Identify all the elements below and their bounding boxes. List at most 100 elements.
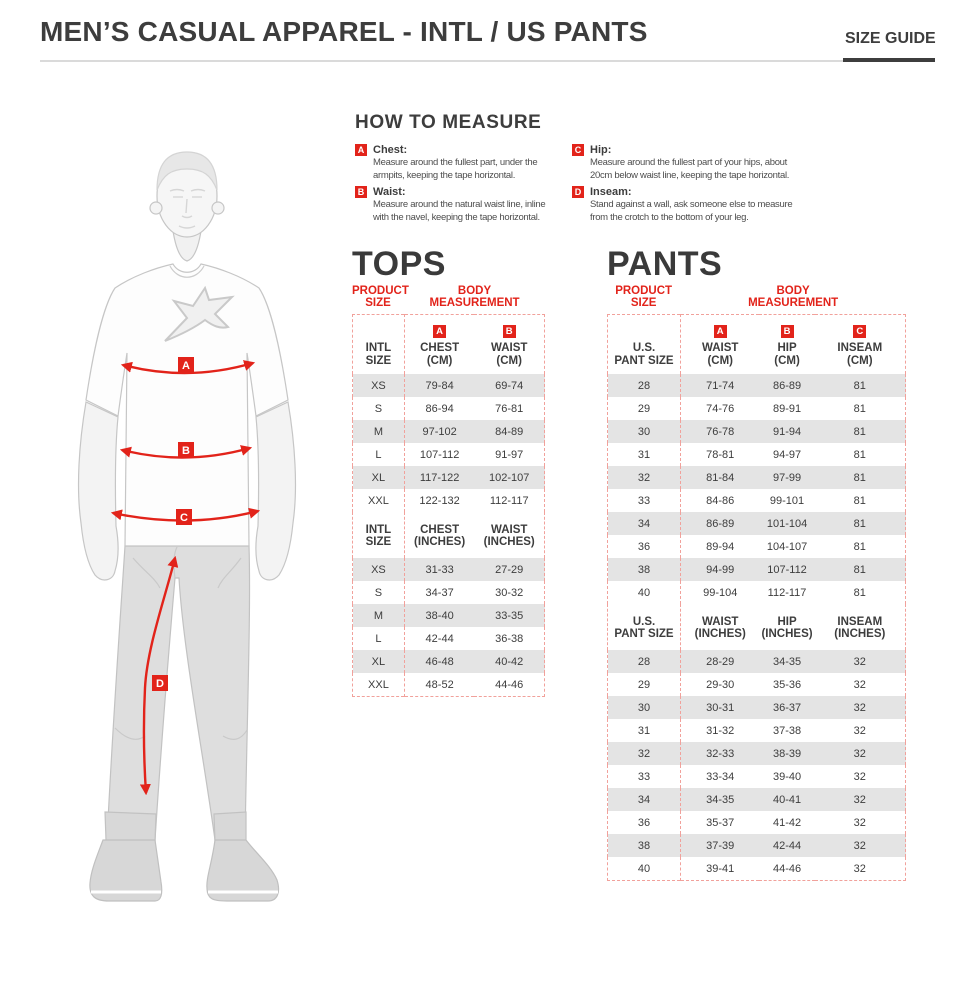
right-arm bbox=[255, 401, 297, 581]
waist-inches-header: WAIST (INCHES) bbox=[483, 523, 535, 549]
hip-cell: 101-104 bbox=[759, 512, 815, 535]
waist-cell: 76-78 bbox=[680, 420, 760, 443]
waist-cell: 40-42 bbox=[474, 650, 545, 673]
marker-b-badge bbox=[178, 442, 194, 458]
waist-cell: 36-38 bbox=[495, 632, 524, 645]
header-cell: U.S. PANT SIZE bbox=[607, 314, 681, 374]
measure-description: Measure around the natural waist line, i… bbox=[373, 199, 546, 223]
product-size-label: PRODUCT SIZE bbox=[352, 285, 409, 309]
table-row: 32 81-84 97-99 81 bbox=[607, 466, 906, 489]
size-cell: 28 bbox=[607, 650, 681, 673]
how-to-measure-heading: HOW TO MEASURE bbox=[355, 112, 542, 133]
size-cell: 34 bbox=[607, 512, 681, 535]
page-title: MEN’S CASUAL APPAREL - INTL / US PANTS bbox=[40, 16, 648, 47]
left-arm bbox=[77, 401, 119, 581]
size-cell: 36 bbox=[607, 535, 681, 558]
marker-a-label: A bbox=[182, 360, 190, 372]
inseam-cell: 81 bbox=[853, 402, 866, 415]
hip-cell: 36-37 bbox=[759, 696, 815, 719]
waist-cell: 30-32 bbox=[495, 586, 524, 599]
marker-d-badge bbox=[152, 675, 168, 691]
marker-c-badge bbox=[176, 509, 192, 525]
table-row: 33 84-86 99-101 81 bbox=[607, 489, 906, 512]
table-row: 34 86-89 101-104 81 bbox=[607, 512, 906, 535]
hip-cell: 34-35 bbox=[759, 650, 815, 673]
size-cell: 32 bbox=[607, 466, 681, 489]
hip-cm-header: HIP (CM) bbox=[774, 342, 800, 367]
measure-letter-badge: B bbox=[355, 186, 367, 198]
intl-size-header: INTL SIZE bbox=[365, 342, 392, 367]
size-cell: 40 bbox=[607, 857, 681, 881]
header-cell: INTL SIZE bbox=[352, 512, 405, 558]
marker-d-label: D bbox=[156, 678, 164, 690]
hip-inches-header: HIP (INCHES) bbox=[761, 615, 813, 641]
size-cell: 29 bbox=[607, 397, 681, 420]
body-measurement-label: BODY MEASUREMENT bbox=[429, 285, 520, 309]
table-row: 30 76-78 91-94 81 bbox=[607, 420, 906, 443]
hip-cell: 40-41 bbox=[759, 788, 815, 811]
hip-cell: 112-117 bbox=[767, 586, 807, 599]
chest-cell: 79-84 bbox=[404, 374, 475, 397]
table-row: XS 79-84 69-74 bbox=[352, 374, 545, 397]
table-row: M 97-102 84-89 bbox=[352, 420, 545, 443]
header-cell: C INSEAM (CM) bbox=[815, 315, 906, 375]
size-cell: 33 bbox=[607, 765, 681, 788]
pants-size-table: U.S. PANT SIZE A WAIST (CM) B HIP (CM) C IN… bbox=[607, 314, 906, 881]
waist-cell: 84-86 bbox=[706, 494, 735, 507]
header-cell: WAIST (INCHES) bbox=[681, 604, 760, 650]
hip-cell: 35-36 bbox=[772, 678, 802, 691]
measure-label: Hip: bbox=[590, 144, 612, 156]
waist-cell: 78-81 bbox=[706, 448, 735, 461]
inseam-cell: 81 bbox=[814, 466, 906, 489]
waist-cell: 84-89 bbox=[474, 420, 545, 443]
pants-cm-header-row: U.S. PANT SIZE A WAIST (CM) B HIP (CM) C IN… bbox=[607, 314, 906, 375]
table-row: 31 78-81 94-97 81 bbox=[607, 443, 906, 466]
waist-cell: 35-37 bbox=[706, 816, 735, 829]
waist-cm-header: WAIST (CM) bbox=[702, 342, 739, 367]
hair bbox=[156, 151, 218, 191]
how-to-measure-section: HOW TO MEASURE A Chest: Measure around t… bbox=[355, 112, 967, 227]
marker-b-label: B bbox=[182, 445, 190, 457]
inseam-line bbox=[139, 555, 179, 796]
table-row: 29 29-30 35-36 32 bbox=[607, 673, 906, 696]
chest-badge: A bbox=[433, 325, 447, 338]
size-cell: 29 bbox=[607, 673, 681, 696]
size-cell: S bbox=[352, 397, 405, 420]
hip-cell: 104-107 bbox=[766, 540, 808, 553]
table-row: XL 46-48 40-42 bbox=[352, 650, 545, 673]
waist-cell: 94-99 bbox=[680, 558, 760, 581]
header-cell: WAIST (INCHES) bbox=[474, 512, 544, 558]
chest-cell: 31-33 bbox=[404, 558, 475, 581]
waist-inches-header: WAIST (INCHES) bbox=[694, 615, 746, 641]
waist-cell: 28-29 bbox=[680, 650, 760, 673]
hip-cell: 91-94 bbox=[759, 420, 815, 443]
waist-cell: 76-81 bbox=[495, 402, 524, 415]
us-pant-size-header: U.S. PANT SIZE bbox=[614, 615, 674, 641]
hip-cell: 42-44 bbox=[759, 834, 815, 857]
waist-cell: 89-94 bbox=[706, 540, 735, 553]
tops-size-table: INTL SIZE A CHEST (CM) B WAIST (CM) XS 79-8… bbox=[352, 314, 545, 697]
size-cell: XXL bbox=[352, 673, 405, 697]
inseam-cell: 32 bbox=[814, 696, 906, 719]
chest-cell: 46-48 bbox=[404, 650, 475, 673]
chest-cell: 117-122 bbox=[404, 466, 475, 489]
inseam-cell: 32 bbox=[814, 742, 906, 765]
waist-cell: 44-46 bbox=[495, 678, 524, 691]
waist-cell: 86-89 bbox=[680, 512, 760, 535]
chest-cell: 48-52 bbox=[425, 678, 454, 691]
table-row: XXL 48-52 44-46 bbox=[352, 673, 545, 697]
us-pant-size-header: U.S. PANT SIZE bbox=[614, 342, 674, 367]
header-cell: B HIP (CM) bbox=[759, 315, 814, 375]
inseam-cell: 32 bbox=[853, 862, 866, 875]
hip-cell: 107-112 bbox=[759, 558, 815, 581]
table-row: 33 33-34 39-40 32 bbox=[607, 765, 906, 788]
measure-item-waist: B Waist: Measure around the natural wais… bbox=[355, 185, 572, 224]
hip-cell: 89-91 bbox=[772, 402, 802, 415]
inseam-cell: 81 bbox=[853, 494, 866, 507]
measure-letter-badge: C bbox=[572, 144, 584, 156]
pants bbox=[106, 545, 251, 841]
tops-cm-header-row: INTL SIZE A CHEST (CM) B WAIST (CM) bbox=[352, 314, 545, 374]
waist-badge: A bbox=[713, 325, 727, 338]
inseam-inches-header: INSEAM (INCHES) bbox=[834, 615, 886, 641]
